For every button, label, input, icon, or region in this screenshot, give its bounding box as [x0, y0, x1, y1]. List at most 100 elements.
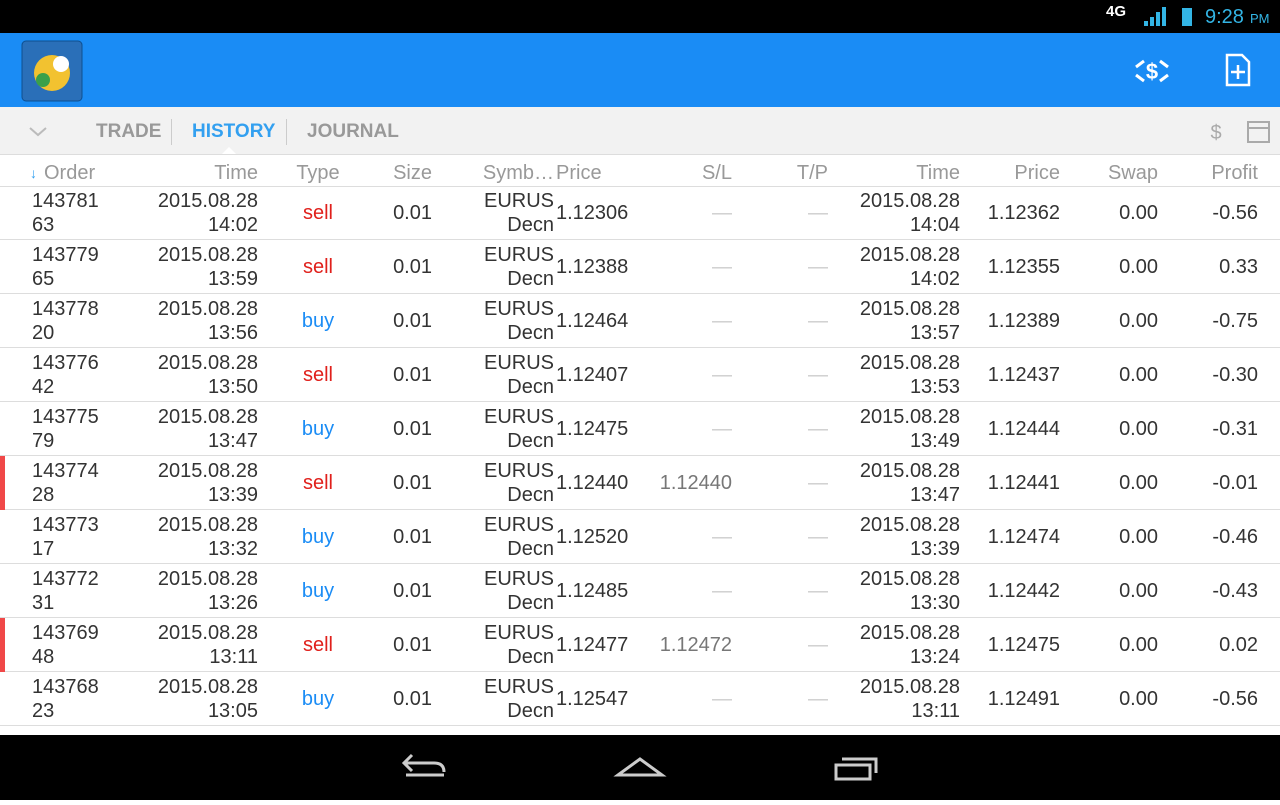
stop-loss: 1.12472 — [659, 634, 732, 656]
home[interactable] — [613, 757, 667, 777]
open-time: 2015.08.28 13:26 — [157, 568, 258, 614]
swap: 0.00 — [1119, 634, 1158, 656]
column-header[interactable]: Symb… — [482, 162, 554, 184]
order: 14377428 — [32, 460, 99, 506]
take-profit: — — [808, 472, 828, 494]
swap: 0.00 — [1119, 310, 1158, 332]
column-header[interactable]: Price — [556, 162, 602, 184]
type: buy — [301, 580, 335, 602]
open-time: 2015.08.28 13:59 — [157, 244, 258, 290]
price: 1.12464 — [556, 310, 629, 332]
open-time: 2015.08.28 13:50 — [157, 352, 258, 398]
tab-tools[interactable]: $ — [1202, 117, 1272, 147]
app-icon[interactable] — [21, 40, 83, 102]
order: 14377642 — [32, 352, 99, 398]
order: 14377965 — [32, 244, 99, 290]
stop-loss: — — [712, 580, 732, 602]
profit: -0.43 — [1212, 580, 1258, 602]
symbol: EURUSDecn — [483, 298, 554, 344]
column-header[interactable]: Time — [916, 162, 960, 184]
column-header[interactable]: T/P — [796, 162, 828, 184]
type: buy — [301, 418, 335, 440]
price: 1.12440 — [556, 472, 629, 494]
column-header[interactable]: Order — [44, 162, 96, 184]
column-header[interactable]: Price — [1014, 162, 1060, 184]
symbol: EURUSDecn — [483, 190, 554, 236]
close-price: 1.12389 — [987, 310, 1060, 332]
open-time: 2015.08.28 13:56 — [157, 298, 258, 344]
back[interactable] — [401, 753, 446, 777]
open-time: 2015.08.28 13:11 — [157, 622, 258, 668]
type: sell — [302, 472, 333, 494]
close-time: 2015.08.28 13:30 — [859, 568, 960, 614]
table-row[interactable]: 14376948 2015.08.28 13:11 sell 0.01 EURUSDec… — [0, 618, 1280, 672]
column-header[interactable]: Type — [296, 162, 340, 184]
open-time: 2015.08.28 13:39 — [157, 460, 258, 506]
swap: 0.00 — [1119, 526, 1158, 548]
price: 1.12547 — [556, 688, 629, 710]
profit: -0.75 — [1212, 310, 1258, 332]
new-order-icon[interactable] — [1224, 53, 1252, 87]
symbol: EURUSDecn — [483, 676, 554, 722]
table-row[interactable]: 14377231 2015.08.28 13:26 buy 0.01 EURUSDecn… — [0, 564, 1280, 618]
status-bar: 4G 9:28 PM — [0, 0, 1280, 33]
profit: -0.30 — [1212, 364, 1258, 386]
clock: 9:28 — [1205, 6, 1244, 28]
tab[interactable]: JOURNAL — [307, 121, 399, 142]
svg-text:$: $ — [1210, 122, 1221, 144]
close-price: 1.12475 — [987, 634, 1060, 656]
column-header[interactable]: Size — [393, 162, 432, 184]
stop-loss: 1.12440 — [659, 472, 732, 494]
price: 1.12485 — [556, 580, 629, 602]
profit: -0.31 — [1212, 418, 1258, 440]
type: buy — [301, 310, 335, 332]
close-price: 1.12474 — [987, 526, 1060, 548]
trade-icon[interactable]: $ — [1132, 53, 1172, 89]
tab[interactable]: HISTORY — [192, 121, 276, 142]
column-header[interactable]: S/L — [701, 162, 732, 184]
swap: 0.00 — [1119, 256, 1158, 278]
price: 1.12520 — [556, 526, 629, 548]
size: 0.01 — [393, 634, 432, 656]
symbol: EURUSDecn — [483, 514, 554, 560]
close-price: 1.12362 — [987, 202, 1060, 224]
recents[interactable] — [834, 757, 878, 781]
swap: 0.00 — [1119, 418, 1158, 440]
table-row[interactable]: 14378163 2015.08.28 14:02 sell 0.01 EURUSDec… — [0, 186, 1280, 240]
size: 0.01 — [393, 256, 432, 278]
table-row[interactable]: 14377579 2015.08.28 13:47 buy 0.01 EURUSDecn… — [0, 402, 1280, 456]
table-row[interactable]: 14377820 2015.08.28 13:56 buy 0.01 EURUSDecn… — [0, 294, 1280, 348]
size: 0.01 — [393, 364, 432, 386]
size: 0.01 — [393, 580, 432, 602]
price: 1.12475 — [556, 418, 629, 440]
table-row[interactable]: 14377428 2015.08.28 13:39 sell 0.01 EURUSDec… — [0, 456, 1280, 510]
close-price: 1.12355 — [987, 256, 1060, 278]
close-time: 2015.08.28 13:24 — [859, 622, 960, 668]
type: buy — [301, 526, 335, 548]
table-row[interactable]: 14377965 2015.08.28 13:59 sell 0.01 EURUSDec… — [0, 240, 1280, 294]
swap: 0.00 — [1119, 364, 1158, 386]
nav-bar — [0, 735, 1280, 800]
stop-loss: — — [712, 364, 732, 386]
table-row[interactable]: 14377642 2015.08.28 13:50 sell 0.01 EURUSDec… — [0, 348, 1280, 402]
take-profit: — — [808, 202, 828, 224]
column-header[interactable]: Profit — [1211, 162, 1258, 184]
symbol: EURUSDecn — [483, 352, 554, 398]
order: 14377820 — [32, 298, 99, 344]
stop-loss: — — [712, 526, 732, 548]
symbol: EURUSDecn — [483, 406, 554, 452]
size: 0.01 — [393, 202, 432, 224]
table-row[interactable]: 14376823 2015.08.28 13:05 buy 0.01 EURUSDecn… — [0, 672, 1280, 726]
dropdown[interactable] — [28, 125, 48, 139]
table-header: Order ↓ Time Type Size Symb… Price S/L T/P Time Pr… — [0, 155, 1280, 187]
type: sell — [302, 202, 333, 224]
column-header[interactable]: Time — [214, 162, 258, 184]
tab-indicator — [222, 147, 236, 154]
profit: -0.56 — [1212, 202, 1258, 224]
clock-ampm: PM — [1250, 11, 1270, 26]
table-row[interactable]: 14377317 2015.08.28 13:32 buy 0.01 EURUSDecn… — [0, 510, 1280, 564]
tab[interactable]: TRADE — [96, 121, 162, 142]
close-time: 2015.08.28 13:39 — [859, 514, 960, 560]
column-header[interactable]: Swap — [1107, 162, 1158, 184]
